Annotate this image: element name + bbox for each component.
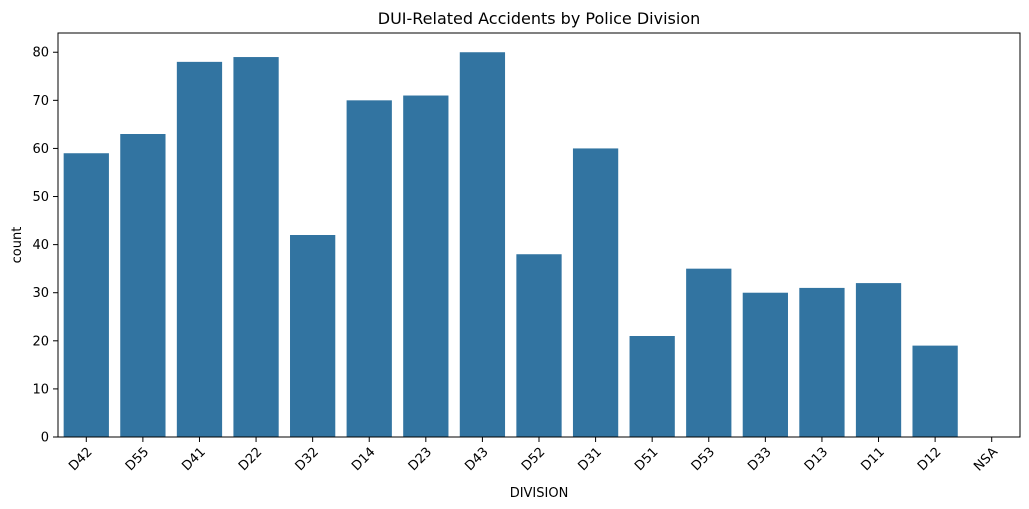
x-tick-label: D52: [519, 445, 548, 474]
y-tick-label: 20: [32, 334, 49, 349]
x-tick-label: D42: [66, 445, 95, 474]
y-tick-label: 50: [32, 190, 49, 205]
y-tick-label: 0: [41, 431, 49, 446]
bar-d31: [572, 148, 619, 437]
x-tick-label: D33: [745, 445, 774, 474]
x-tick-label: D55: [123, 445, 152, 474]
y-tick-label: 10: [32, 382, 49, 397]
bar-d12: [912, 345, 958, 437]
bar-d11: [855, 283, 902, 437]
bar-d55: [120, 134, 166, 437]
bar-d14: [346, 100, 392, 437]
y-tick-label: 80: [32, 46, 49, 61]
bar-d52: [516, 254, 562, 437]
x-tick-label: D13: [802, 445, 831, 474]
y-tick-label: 40: [32, 238, 49, 253]
y-axis: 0 10 20 30 40 50 60 70 80: [32, 46, 58, 446]
chart-title: DUI-Related Accidents by Police Division: [378, 9, 701, 28]
x-tick-label: D12: [915, 445, 944, 474]
x-tick-label: D32: [293, 445, 322, 474]
x-tick-label: D14: [349, 445, 378, 474]
x-tick-label: D11: [858, 445, 887, 474]
x-tick-label: D41: [179, 445, 208, 474]
y-tick-label: 30: [32, 286, 49, 301]
plot-frame: [57, 32, 1021, 438]
bars: [63, 52, 958, 438]
x-tick-label: D31: [576, 445, 605, 474]
x-axis: D42 D55 D41 D22 D32 D14 D23 D43 D52 D31 D51 D53 D33 D…: [66, 437, 1001, 474]
bar-d43: [459, 52, 506, 437]
bar-d41: [176, 61, 223, 437]
bar-d33: [742, 292, 788, 437]
bar-d13: [799, 287, 845, 437]
bar-d53: [686, 268, 732, 437]
x-tick-label: D51: [632, 445, 661, 474]
y-tick-label: 70: [32, 94, 49, 109]
x-tick-label: D23: [406, 445, 435, 474]
x-tick-label: D53: [689, 445, 718, 474]
x-tick-label: D43: [462, 445, 491, 474]
bar-d23: [403, 95, 449, 438]
bar-d32: [290, 235, 336, 437]
x-axis-label: DIVISION: [510, 486, 569, 501]
bar-d51: [629, 336, 675, 437]
y-axis-label: count: [10, 227, 25, 264]
bar-d42: [63, 153, 109, 437]
x-tick-label: NSA: [971, 445, 1001, 475]
y-tick-label: 60: [32, 142, 49, 157]
x-tick-label: D22: [236, 445, 265, 474]
bar-d22: [233, 57, 279, 438]
